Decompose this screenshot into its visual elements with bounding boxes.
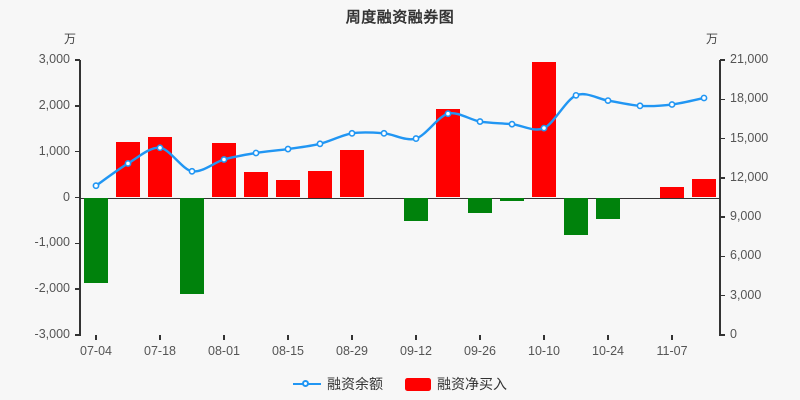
x-axis-tick <box>223 335 225 340</box>
x-axis-tick <box>607 335 609 340</box>
x-axis-tick-label: 08-29 <box>336 344 368 358</box>
right-axis-tick-label: 21,000 <box>730 52 769 66</box>
left-axis-tick-label: -2,000 <box>34 281 70 296</box>
right-axis-tick <box>720 216 725 218</box>
left-axis-unit-label: 万 <box>64 32 77 46</box>
balance-data-point[interactable] <box>700 94 708 102</box>
right-axis-tick-label: 12,000 <box>730 169 769 184</box>
x-axis-tick-label: 08-15 <box>272 344 304 358</box>
left-axis-tick <box>75 242 80 245</box>
x-axis-tick <box>415 335 417 340</box>
right-axis-tick-label: 9,000 <box>730 209 762 224</box>
right-axis-tick-label: 15,000 <box>730 130 769 145</box>
balance-line-markers <box>92 91 708 190</box>
bar-net-buy[interactable] <box>276 180 300 198</box>
legend-item-balance[interactable]: 融资余额 <box>293 374 383 394</box>
legend-label-balance: 融资余额 <box>327 376 383 392</box>
left-axis-tick <box>75 334 80 336</box>
bar-net-buy[interactable] <box>148 137 172 198</box>
x-axis-tick-label: 08-01 <box>208 344 240 358</box>
bar-swatch-icon <box>405 377 431 391</box>
x-axis-tick-label: 07-18 <box>144 344 176 358</box>
chart-title: 周度融资融券图 <box>345 9 455 26</box>
bar-net-buy[interactable] <box>692 178 716 198</box>
left-axis-tick <box>75 288 80 290</box>
bar-net-buy[interactable] <box>84 197 108 284</box>
left-axis-tick-label: 1,000 <box>38 143 70 158</box>
balance-data-point[interactable] <box>252 149 260 157</box>
x-axis-tick <box>543 335 545 340</box>
bar-net-buy[interactable] <box>436 109 460 198</box>
balance-data-point[interactable] <box>476 118 484 125</box>
zero-baseline <box>80 197 720 200</box>
x-axis-tick-label: 09-26 <box>464 344 496 358</box>
bar-net-buy[interactable] <box>340 149 364 198</box>
balance-data-point[interactable] <box>188 167 196 175</box>
legend-label-net-buy: 融资净买入 <box>437 376 507 392</box>
bar-net-buy[interactable] <box>116 142 140 198</box>
right-axis-tick <box>720 59 725 61</box>
right-axis-unit-label: 万 <box>706 32 719 46</box>
balance-data-point[interactable] <box>604 97 612 104</box>
x-axis-tick <box>95 335 97 340</box>
right-axis-tick-label: 6,000 <box>730 248 762 263</box>
balance-data-point[interactable] <box>572 91 580 99</box>
balance-data-point[interactable] <box>668 101 676 108</box>
chart-legend: 融资余额 融资净买入 <box>0 374 800 394</box>
right-axis-tick <box>720 137 725 140</box>
left-axis-tick-label: -1,000 <box>34 235 70 250</box>
left-axis-tick-label: 0 <box>63 189 70 204</box>
balance-data-point[interactable] <box>508 120 516 128</box>
x-axis-tick <box>479 335 481 340</box>
balance-data-point[interactable] <box>284 145 292 153</box>
x-axis-tick-label: 11-07 <box>656 344 688 358</box>
x-axis-tick <box>671 335 673 340</box>
balance-data-point[interactable] <box>636 102 644 110</box>
balance-data-point[interactable] <box>380 129 388 137</box>
right-axis-tick <box>720 334 725 336</box>
x-axis-tick-label: 10-24 <box>592 344 624 358</box>
line-marker-icon <box>293 378 321 390</box>
right-axis-tick <box>720 98 725 101</box>
balance-data-point[interactable] <box>92 182 100 190</box>
legend-item-net-buy[interactable]: 融资净买入 <box>405 374 507 394</box>
left-axis-tick <box>75 105 80 107</box>
bar-net-buy[interactable] <box>468 197 492 214</box>
bar-net-buy[interactable] <box>180 197 204 295</box>
right-axis-tick-label: 0 <box>730 327 737 341</box>
bar-net-buy[interactable] <box>564 197 588 236</box>
left-axis-tick <box>75 196 80 199</box>
right-axis-tick-label: 3,000 <box>730 287 762 302</box>
left-axis-tick <box>75 59 80 61</box>
bar-net-buy[interactable] <box>244 171 268 198</box>
bar-net-buy[interactable] <box>660 186 684 198</box>
right-axis-tick <box>720 255 725 258</box>
balance-data-point[interactable] <box>412 135 420 142</box>
right-axis-tick <box>720 294 725 297</box>
x-axis-tick <box>351 335 353 340</box>
left-axis-tick <box>75 150 80 153</box>
left-axis-tick-label: 3,000 <box>38 52 70 66</box>
x-axis-tick-label: 10-10 <box>528 344 560 358</box>
left-axis-tick-label: -3,000 <box>34 327 70 341</box>
bar-net-buy[interactable] <box>532 61 556 198</box>
bar-net-buy[interactable] <box>500 197 524 201</box>
balance-data-point[interactable] <box>316 140 324 148</box>
left-axis-tick-label: 2,000 <box>38 97 70 112</box>
bar-net-buy[interactable] <box>596 197 620 220</box>
bar-net-buy[interactable] <box>308 171 332 198</box>
right-axis-tick <box>720 177 725 179</box>
bar-net-buy[interactable] <box>404 197 428 222</box>
x-axis-tick <box>287 335 289 340</box>
x-axis-tick <box>159 335 161 340</box>
right-axis-tick-label: 18,000 <box>730 91 769 106</box>
bar-net-buy[interactable] <box>212 142 236 198</box>
x-axis-tick-label: 07-04 <box>80 344 112 358</box>
balance-line-path <box>94 92 706 187</box>
x-axis-tick-label: 09-12 <box>400 344 432 358</box>
balance-data-point[interactable] <box>348 129 356 137</box>
